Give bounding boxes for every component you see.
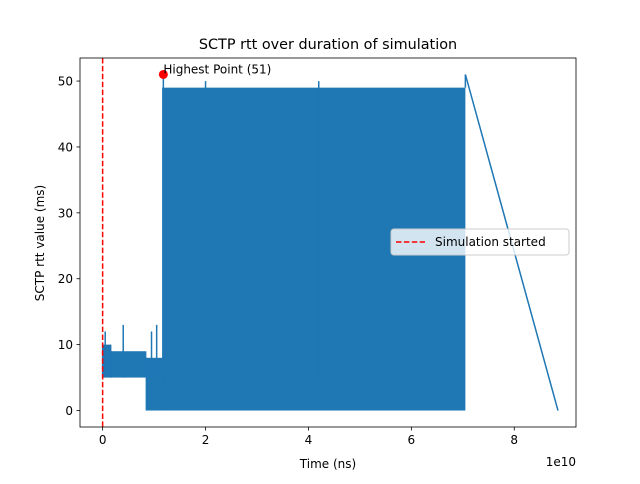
series-band-3 — [146, 357, 163, 411]
legend-box — [390, 228, 570, 256]
series-band-1 — [102, 344, 112, 378]
y-tick-label-40: 40 — [58, 140, 73, 154]
y-tick-label-20: 20 — [58, 272, 73, 286]
y-tick-label-0: 0 — [65, 404, 73, 418]
x-tick-label-0: 0 — [99, 433, 107, 447]
highest-point-annotation: Highest Point (51) — [163, 62, 271, 76]
axes: 0 2 4 6 8 0 10 20 30 40 50 Simulation started — [58, 57, 577, 447]
x-tick-label-8: 8 — [510, 433, 518, 447]
highest-point-marker — [158, 69, 168, 79]
x-tick-label-6: 6 — [408, 433, 416, 447]
y-tick-label-50: 50 — [58, 75, 73, 89]
y-tick-label-30: 30 — [58, 206, 73, 220]
legend-label-simulation-started: Simulation started — [435, 235, 546, 249]
y-tick-label-10: 10 — [58, 338, 73, 352]
axes-frame — [79, 57, 577, 428]
chart-title: SCTP rtt over duration of simulation — [199, 37, 457, 53]
series-band-2 — [111, 351, 147, 378]
x-axis-offset-label: 1e10 — [546, 455, 576, 469]
legend: Simulation started — [390, 228, 570, 256]
x-tick-label-4: 4 — [305, 433, 313, 447]
x-axis-label: Time (ns) — [299, 457, 356, 471]
y-axis-label: SCTP rtt value (ms) — [33, 185, 47, 301]
x-tick-label-2: 2 — [202, 433, 210, 447]
